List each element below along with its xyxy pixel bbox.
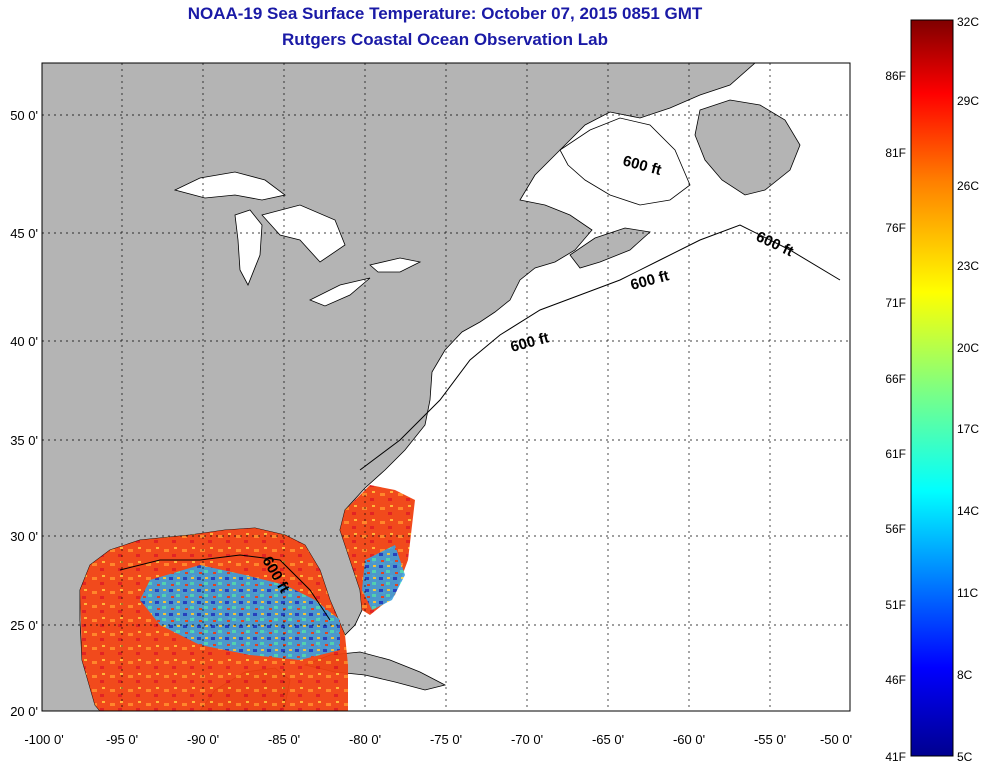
colorbar-f-label: 76F (885, 221, 906, 235)
colorbar-c-label: 26C (957, 179, 979, 193)
colorbar-c-label: 5C (957, 750, 973, 764)
colorbar-c-label: 17C (957, 422, 979, 436)
plot-frame (41, 62, 851, 712)
colorbar-f-label: 66F (885, 372, 906, 386)
colorbar-f-label: 56F (885, 522, 906, 536)
colorbar-f-label: 86F (885, 69, 906, 83)
lat-label: 25 0' (10, 618, 38, 633)
lon-label: -60 0' (673, 732, 705, 747)
colorbar-c-label: 23C (957, 259, 979, 273)
land-north-america (42, 63, 756, 711)
sst-swath-atlantic-cool (362, 545, 405, 610)
colorbar (910, 19, 954, 757)
map-title: NOAA-19 Sea Surface Temperature: October… (187, 4, 703, 23)
lon-label: -55 0' (754, 732, 786, 747)
colorbar-f-label: 51F (885, 598, 906, 612)
colorbar-c-label: 8C (957, 668, 973, 682)
colorbar-f-label: 46F (885, 673, 906, 687)
lon-label: -70 0' (511, 732, 543, 747)
land-newfoundland (694, 99, 801, 196)
lake-superior (173, 171, 286, 201)
colorbar-c-label: 14C (957, 504, 979, 518)
lon-axis-labels: -100 0' -95 0' -90 0' -85 0' -80 0' -75 … (24, 732, 852, 747)
lat-label: 50 0' (10, 108, 38, 123)
colorbar-f-labels: 86F 81F 76F 71F 66F 61F 56F 51F 46F 41F (885, 69, 906, 764)
lake-michigan-huron (234, 204, 346, 286)
lat-label: 35 0' (10, 433, 38, 448)
colorbar-c-label: 20C (957, 341, 979, 355)
lon-label: -65 0' (592, 732, 624, 747)
lon-label: -100 0' (24, 732, 63, 747)
map-subtitle: Rutgers Coastal Ocean Observation Lab (282, 30, 608, 49)
contour-600ft (119, 224, 841, 621)
lake-erie-ontario (309, 257, 422, 307)
lat-label: 20 0' (10, 704, 38, 719)
lat-axis-labels: 50 0' 45 0' 40 0' 35 0' 30 0' 25 0' 20 0… (10, 108, 38, 719)
lon-label: -95 0' (106, 732, 138, 747)
lon-label: -75 0' (430, 732, 462, 747)
gridlines (42, 63, 850, 711)
colorbar-c-label: 29C (957, 94, 979, 108)
lat-label: 40 0' (10, 334, 38, 349)
lon-label: -85 0' (268, 732, 300, 747)
lon-label: -90 0' (187, 732, 219, 747)
colorbar-f-label: 71F (885, 296, 906, 310)
colorbar-c-labels: 32C 29C 26C 23C 20C 17C 14C 11C 8C 5C (957, 15, 979, 764)
gulf-st-lawrence (559, 117, 691, 206)
lat-label: 45 0' (10, 226, 38, 241)
lon-label: -50 0' (820, 732, 852, 747)
colorbar-c-label: 32C (957, 15, 979, 29)
sst-swath-cool (140, 565, 340, 660)
colorbar-f-label: 61F (885, 447, 906, 461)
lon-label: -80 0' (349, 732, 381, 747)
lat-label: 30 0' (10, 529, 38, 544)
land-nova-scotia (569, 227, 651, 269)
colorbar-c-label: 11C (957, 586, 978, 600)
colorbar-f-label: 41F (885, 750, 906, 764)
colorbar-f-label: 81F (885, 146, 906, 160)
